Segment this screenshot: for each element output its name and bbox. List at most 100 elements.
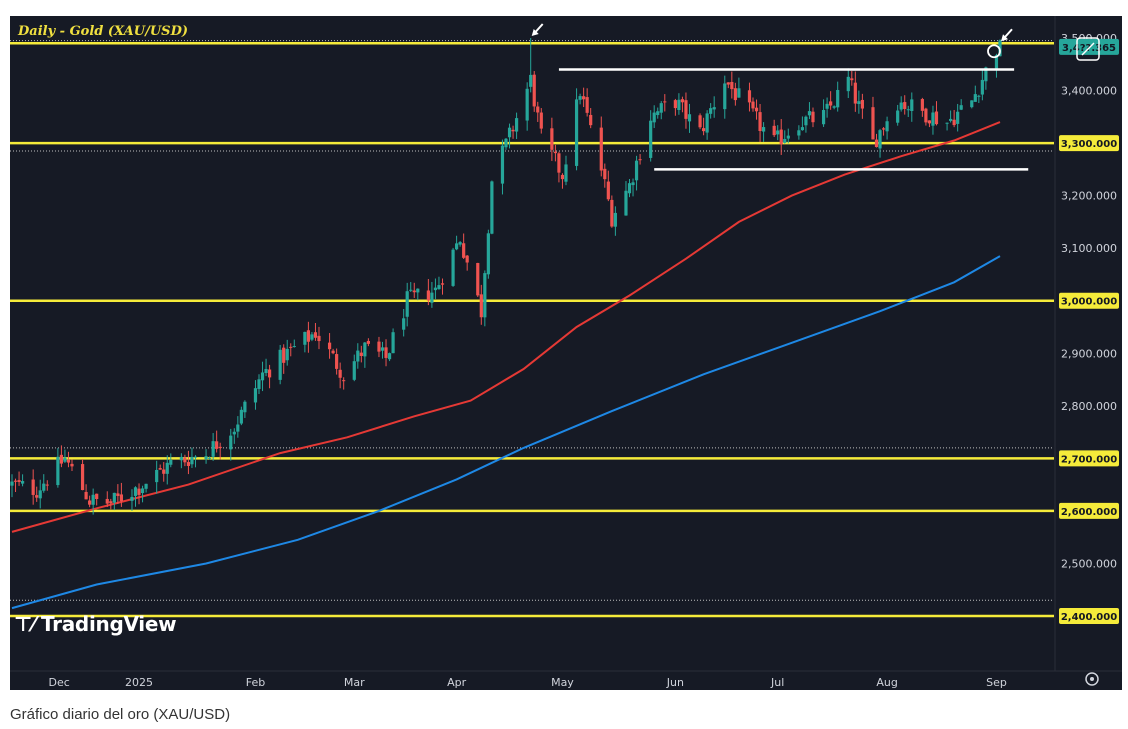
candle-body: [264, 368, 268, 374]
candle-body: [649, 120, 653, 158]
candle-body: [327, 342, 332, 350]
tradingview-logo-icon: ⊤⁄: [14, 612, 36, 636]
candle-body: [486, 233, 490, 275]
time-tick-label: Dec: [49, 676, 70, 689]
candle-body: [59, 454, 63, 464]
candle-body: [652, 112, 656, 123]
candle-body: [56, 456, 60, 486]
candle-body: [204, 456, 208, 460]
candle-body: [278, 349, 282, 380]
candle-body: [239, 409, 243, 424]
candle-body: [17, 480, 21, 482]
candle-body: [550, 128, 554, 150]
candle-body: [800, 127, 804, 131]
candle-body: [215, 441, 219, 449]
candle-body: [430, 292, 434, 303]
price-tick-label: 2,500.000: [1061, 557, 1117, 570]
candle-body: [772, 125, 776, 136]
candle-body: [479, 294, 483, 318]
time-tick-label: 2025: [125, 676, 153, 689]
price-tick-label: 2,900.000: [1061, 347, 1117, 360]
candle-body: [387, 353, 392, 360]
candle-body: [179, 456, 183, 461]
candle-body: [500, 145, 505, 184]
candle-body: [532, 74, 536, 107]
candle-body: [366, 340, 370, 344]
candle-body: [462, 243, 466, 258]
candle-body: [232, 431, 236, 435]
candle-body: [440, 283, 445, 285]
candles: [10, 38, 1002, 515]
candle-body: [761, 127, 766, 132]
candle-body: [525, 88, 529, 121]
candle-body: [377, 341, 381, 352]
candle-body: [811, 111, 815, 123]
candle-body: [878, 130, 882, 149]
candle-body: [335, 354, 339, 369]
candle-body: [779, 129, 783, 145]
candle-body: [38, 490, 42, 499]
price-tick-label: 2,400.000: [1061, 612, 1117, 623]
candle-body: [433, 287, 438, 291]
ma-red-line: [11, 121, 1001, 533]
candle-body: [260, 372, 265, 381]
candle-body: [924, 108, 928, 123]
candle-body: [776, 130, 780, 135]
candle-body: [416, 288, 420, 293]
candle-body: [977, 95, 981, 97]
candle-body: [631, 182, 635, 186]
candle-body: [754, 107, 759, 112]
candle-body: [553, 151, 557, 154]
time-tick-label: Apr: [447, 676, 467, 689]
candle-body: [338, 369, 342, 378]
price-chart[interactable]: 2,400.000 2,500.000 2,600.000 2,700.000 2,80…: [10, 16, 1122, 690]
candle-body: [412, 290, 416, 293]
time-tick-label: Mar: [344, 676, 365, 689]
candle-body: [380, 347, 385, 351]
candle-body: [903, 102, 907, 109]
candle-body: [306, 330, 310, 342]
candle-body: [105, 498, 109, 504]
candle-body: [783, 138, 787, 143]
candle-body: [303, 331, 307, 345]
candle-body: [730, 81, 734, 90]
candle-body: [994, 55, 999, 69]
candle-body: [821, 110, 826, 125]
candle-body: [504, 138, 508, 148]
candle-body: [638, 159, 642, 161]
candle-body: [458, 242, 462, 245]
candle-body: [712, 107, 716, 110]
time-tick-label: Jun: [666, 676, 684, 689]
candle-body: [758, 112, 762, 131]
candle-body: [218, 446, 222, 449]
candle-body: [289, 346, 293, 348]
level-lines: [10, 40, 1054, 618]
candle-body: [931, 112, 935, 126]
candle-body: [63, 457, 67, 462]
candle-body: [613, 212, 617, 227]
candle-body: [539, 112, 543, 129]
candle-body: [451, 249, 455, 286]
markers: [531, 23, 1013, 59]
candle-body: [832, 106, 836, 108]
candle-body: [582, 96, 586, 100]
moving-averages: [11, 121, 1001, 610]
candle-body: [881, 128, 886, 130]
candle-body: [853, 82, 857, 104]
candle-body: [560, 174, 565, 180]
candle-body: [624, 190, 628, 216]
candle-body: [663, 101, 667, 103]
range-lines: [558, 68, 1029, 171]
chart-container[interactable]: 2,400.000 2,500.000 2,600.000 2,700.000 2,80…: [10, 16, 1122, 690]
candle-body: [363, 342, 367, 357]
candle-body: [980, 79, 984, 95]
candle-body: [70, 463, 74, 467]
candle-body: [313, 332, 318, 338]
candle-body: [574, 99, 579, 166]
tradingview-watermark: ⊤⁄ TradingView: [14, 612, 177, 636]
candle-body: [285, 348, 289, 361]
candle-body: [229, 435, 233, 450]
candle-body: [490, 181, 494, 234]
candle-body: [391, 332, 395, 354]
candle-body: [253, 388, 258, 403]
